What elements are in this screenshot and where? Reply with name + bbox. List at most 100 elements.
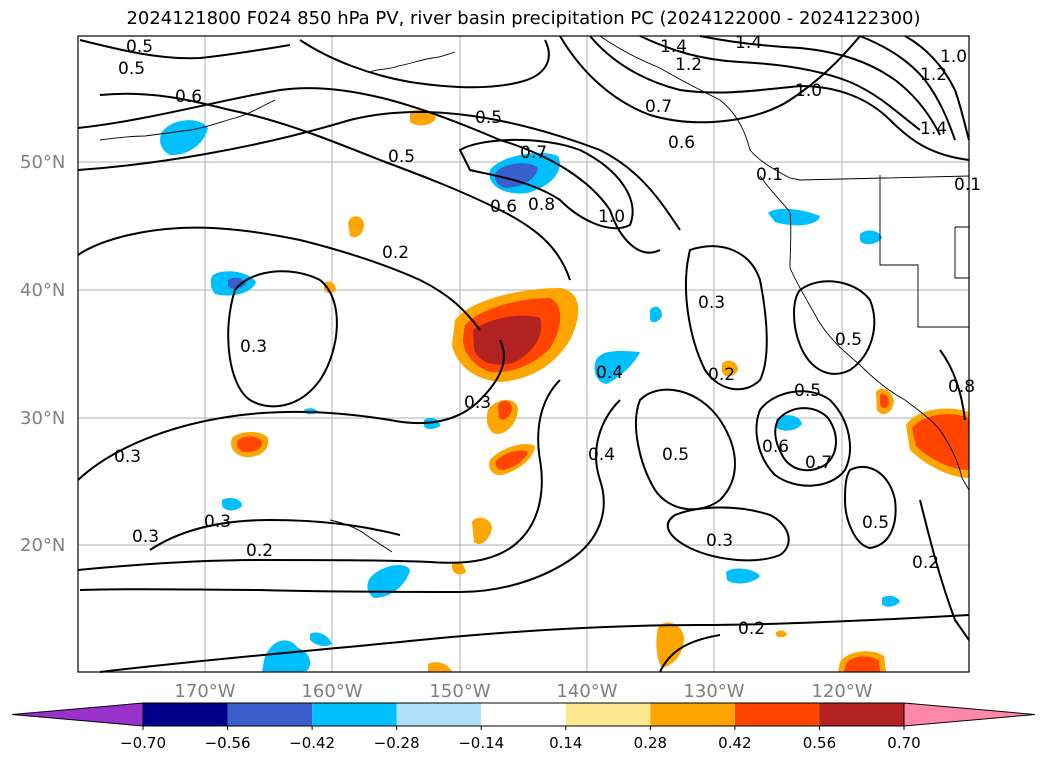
pv-contour-line — [77, 379, 561, 571]
coastline-aleutians — [369, 51, 456, 73]
pv-contour-line — [919, 499, 970, 641]
contour-label: 0.5 — [388, 147, 415, 167]
colorbar-tick-label: −0.70 — [120, 734, 166, 752]
contour-label: 0.6 — [490, 197, 517, 217]
contour-label: 1.2 — [920, 65, 947, 85]
contour-label: 0.2 — [738, 619, 765, 639]
contour-label: 0.6 — [762, 437, 789, 457]
contour-label: 0.5 — [794, 381, 821, 401]
contour-label: 0.5 — [475, 108, 502, 128]
precip-positive-area — [722, 360, 738, 377]
contour-label: 0.5 — [835, 330, 862, 350]
contour-label: 0.4 — [596, 363, 623, 383]
lon-label: 170°W — [174, 681, 235, 702]
pv-contour-line — [299, 39, 550, 89]
colorbar-segment — [227, 703, 313, 726]
colorbar-tick-label: 0.42 — [718, 734, 751, 752]
lon-label: 160°W — [301, 681, 362, 702]
map-title: 2024121800 F024 850 hPa PV, river basin … — [126, 8, 921, 29]
lon-label: 130°W — [683, 681, 744, 702]
precip-negative-area — [424, 418, 440, 429]
colorbar-segment — [734, 703, 820, 726]
pv-contour-line — [699, 35, 941, 136]
contour-label: 0.6 — [175, 87, 202, 107]
contour-label: 0.7 — [645, 97, 672, 117]
precip-positive-area — [237, 436, 262, 453]
coastline-alaska-canada — [599, 35, 970, 181]
colorbar-segment — [396, 703, 482, 726]
contour-label: 0.2 — [912, 553, 939, 573]
contour-label: 0.7 — [520, 143, 547, 163]
precip-negative-area — [726, 568, 760, 584]
coastline-hawaii — [329, 519, 393, 553]
pv-contour-line — [793, 280, 876, 375]
precip-positive-area — [410, 110, 436, 126]
pv-contour-line — [77, 339, 505, 481]
pv-contour-line — [755, 390, 851, 487]
contour-label: 1.2 — [675, 55, 702, 75]
colorbar-segment — [650, 703, 735, 726]
colorbar-tick-label: 0.70 — [887, 734, 920, 752]
contour-label: 1.4 — [735, 33, 762, 53]
map-frame — [77, 35, 970, 673]
colorbar: −0.70 −0.56 −0.42 −0.28 −0.14 0.14 0.28 0.42 0.5… — [11, 702, 1036, 752]
precip-positive-area — [473, 315, 542, 365]
state-borders — [954, 226, 969, 279]
precip-negative-area — [262, 640, 311, 672]
contour-label: 0.3 — [698, 293, 725, 313]
colorbar-tick-label: −0.56 — [205, 734, 251, 752]
lat-label: 40°N — [20, 280, 65, 301]
precip-negative-area — [776, 415, 802, 431]
contour-label: 1.4 — [660, 37, 687, 57]
pv-contour-line — [77, 226, 481, 331]
pv-contour-line — [589, 35, 970, 161]
contour-label: 0.3 — [464, 393, 491, 413]
longitude-labels: 170°W 160°W 150°W 140°W 130°W 120°W — [174, 681, 872, 702]
colorbar-tick-label: −0.28 — [374, 734, 420, 752]
precip-negative-area — [494, 163, 538, 188]
contour-label: 0.7 — [805, 453, 832, 473]
contour-label: 1.4 — [920, 119, 947, 139]
colorbar-low-extend — [11, 702, 144, 727]
colorbar-tick-label: 0.56 — [803, 734, 836, 752]
contour-label: 0.3 — [204, 512, 231, 532]
colorbar-segment — [481, 703, 566, 726]
pv-contour-line — [79, 39, 291, 60]
precip-negative-area — [222, 498, 242, 511]
contour-label: 1.0 — [940, 47, 967, 67]
precip-negative-area — [860, 230, 882, 245]
contour-label: 0.6 — [668, 133, 695, 153]
contour-label: 1.0 — [795, 81, 822, 101]
precip-positive-area — [452, 561, 466, 575]
pv-contour-line — [458, 138, 634, 230]
pv-contour-line — [559, 35, 861, 124]
precip-negative-area — [650, 306, 662, 323]
pv-contour-line — [666, 506, 790, 562]
contour-label: 0.3 — [240, 337, 267, 357]
precip-positive-area — [495, 450, 528, 470]
lat-label: 50°N — [20, 152, 65, 173]
lon-label: 140°W — [556, 681, 617, 702]
lon-label: 120°W — [811, 681, 872, 702]
colorbar-segment — [565, 703, 651, 726]
contour-label: 0.8 — [528, 195, 555, 215]
precip-positive-area — [324, 281, 336, 293]
map-panel: 0.5 0.5 0.6 0.5 0.5 0.7 0.6 0.8 1.0 1.4 … — [77, 33, 981, 673]
colorbar-tick-label: 0.14 — [549, 734, 582, 752]
precip-negative-area — [228, 277, 246, 289]
pv-contour-line — [79, 399, 621, 594]
pv-contour-line — [149, 518, 401, 551]
precip-positive-area — [428, 662, 452, 672]
pv-contour-line — [904, 35, 970, 141]
contour-label: 0.5 — [118, 59, 145, 79]
pv-contour-line — [227, 270, 338, 408]
contour-label: 0.5 — [662, 445, 689, 465]
pv-contour-line — [859, 35, 956, 141]
precip-negative-area — [882, 595, 900, 607]
precip-positive-area — [776, 630, 787, 638]
precip-negative-area — [310, 632, 332, 647]
precip-positive-area — [472, 517, 492, 545]
colorbar-segment — [312, 703, 397, 726]
pv-contours — [77, 35, 970, 673]
state-borders — [879, 175, 969, 328]
